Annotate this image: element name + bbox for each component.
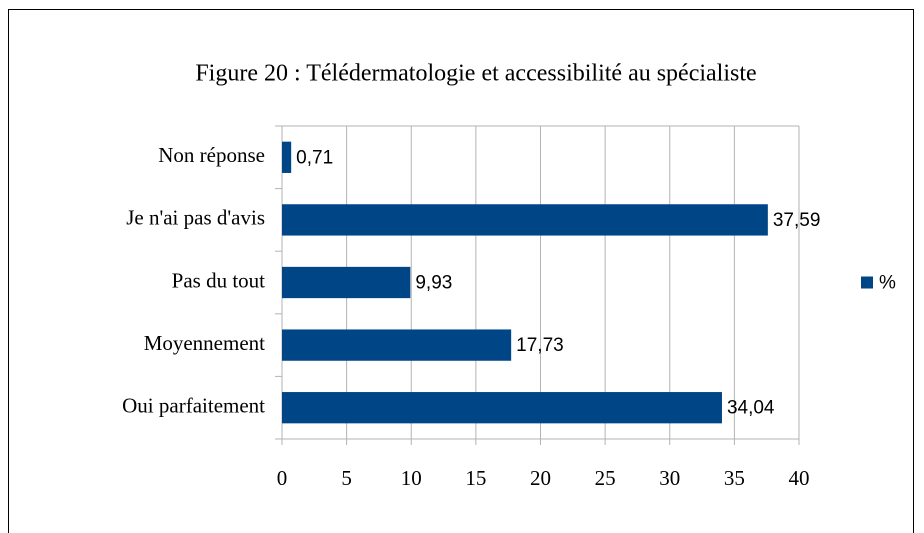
y-tick-label: Moyennement xyxy=(144,331,265,355)
data-label: 17,73 xyxy=(516,335,564,356)
y-tick-label: Je n'ai pas d'avis xyxy=(126,206,265,230)
chart-title: Figure 20 : Télédermatologie et accessib… xyxy=(195,61,756,87)
bar xyxy=(282,266,411,299)
data-label: 9,93 xyxy=(415,273,452,294)
x-tick-label: 40 xyxy=(789,466,810,490)
data-label: 0,71 xyxy=(296,147,333,168)
bar xyxy=(282,141,292,173)
x-tick-label: 15 xyxy=(465,466,486,490)
x-tick-label: 5 xyxy=(341,466,352,490)
frame xyxy=(8,9,914,533)
legend-label: % xyxy=(879,273,896,294)
y-tick-label: Non réponse xyxy=(158,143,265,167)
x-tick-label: 20 xyxy=(530,466,551,490)
x-tick-label: 35 xyxy=(724,466,745,490)
y-tick-label: Oui parfaitement xyxy=(122,394,265,418)
bar xyxy=(282,204,768,236)
x-tick-label: 0 xyxy=(277,466,288,490)
data-label: 34,04 xyxy=(727,398,775,419)
x-tick-label: 25 xyxy=(595,466,616,490)
bar xyxy=(282,329,512,361)
x-tick-label: 30 xyxy=(659,466,680,490)
legend-swatch xyxy=(861,276,873,289)
x-tick-label: 10 xyxy=(401,466,422,490)
y-tick-label: Pas du tout xyxy=(172,268,266,292)
bar xyxy=(282,392,722,424)
data-label: 37,59 xyxy=(773,210,821,231)
